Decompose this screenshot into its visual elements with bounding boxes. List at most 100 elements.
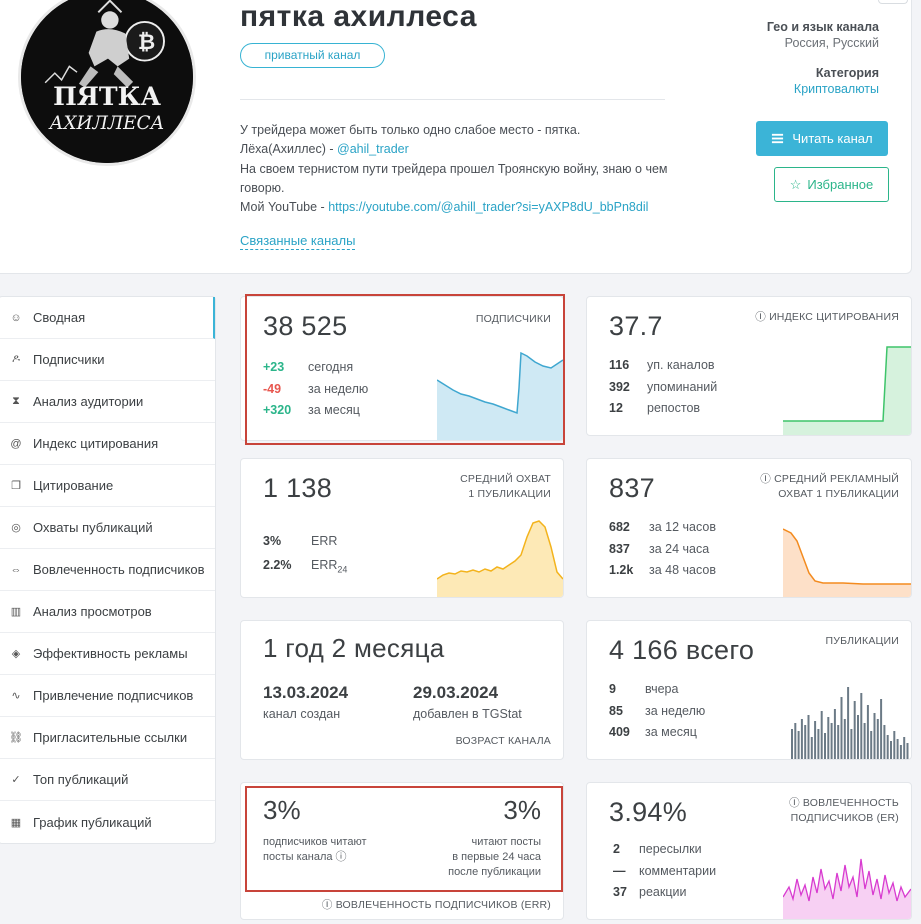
sidebar-item[interactable]: ☺ Сводная [0,297,215,339]
err24-row: 2.2% ERR24 [263,553,347,582]
publication-bar [857,715,859,759]
sidebar-item-label: Анализ аудитории [33,394,144,409]
er-stats: 2 пересылки — комментарии 37 реакции [613,839,716,904]
header-divider [240,99,665,100]
description-author-prefix: Лёха(Ахиллес) - [240,142,338,157]
citation-index-card[interactable]: 37.7 ⓘ ИНДЕКС ЦИТИРОВАНИЯ 116 уп. каналов… [586,296,912,436]
stat-label: реакции [639,885,687,899]
reach-sparkline [437,520,563,597]
added-date: 29.03.2024 [413,683,499,702]
sidebar-item[interactable]: ⇔ Вовлеченность подписчиков [0,549,215,591]
youtube-prefix: Мой YouTube - [240,200,329,215]
stat-value: 116 [609,358,630,372]
publication-bar [804,725,807,759]
related-channels-link[interactable]: Связанные каналы [240,233,356,250]
publication-bar [850,729,853,759]
stat-value: 392 [609,379,630,394]
ad-reach-sparkline [783,528,911,597]
channel-age-value: 1 год 2 месяца [263,633,445,663]
publication-bar [797,731,800,759]
subscribers-stats: +23 сегодня -49 за неделю +320 за месяц [263,357,368,422]
sidebar-item-label: Топ публикаций [33,772,129,787]
sidebar-item[interactable]: ⧗ Анализ аудитории [0,381,215,423]
hourglass-icon: ⧗ [12,395,20,407]
caption-line: СРЕДНИЙ ОХВАТ [460,473,551,485]
stat-row: 409 за месяц [609,722,705,744]
author-link[interactable]: @ahil_trader [337,142,409,157]
stat-label: вчера [645,682,679,696]
category-link[interactable]: Криптовалюты [793,82,879,96]
info-icon: ⓘ [321,899,333,911]
category-block: Категория Криптовалюты [794,66,879,96]
subscribers-card[interactable]: 38 525 ПОДПИСЧИКИ +23 сегодня -49 за недел… [240,296,564,441]
publication-bar [899,745,902,759]
sidebar-item[interactable]: ✓ Топ публикаций [0,759,215,801]
caption-line: СРЕДНИЙ РЕКЛАМНЫЙ [774,473,899,485]
read-channel-button[interactable]: Читать канал [756,121,888,156]
sidebar-item[interactable]: ▦ График публикаций [0,801,215,843]
ad-reach-card[interactable]: 837 ⓘ СРЕДНИЙ РЕКЛАМНЫЙ ОХВАТ 1 ПУБЛИКАЦИ… [586,458,912,598]
publication-bar [794,723,797,759]
sidebar-item[interactable]: ◈ Эффективность рекламы [0,633,215,675]
favorite-button[interactable]: ☆ Избранное [774,167,889,202]
err-right-line: в первые 24 часа [452,851,541,863]
sidebar-item-label: Анализ просмотров [33,604,152,619]
sidebar-item-label: Охваты публикаций [33,520,153,535]
average-reach-card[interactable]: 1 138 СРЕДНИЙ ОХВАТ 1 ПУБЛИКАЦИИ 3% ERR 2.… [240,458,564,598]
publications-suffix: всего [685,635,755,665]
ad-reach-caption: ⓘ СРЕДНИЙ РЕКЛАМНЫЙ ОХВАТ 1 ПУБЛИКАЦИИ [760,472,899,502]
youtube-link[interactable]: https://youtube.com/@ahill_trader?si=yAX… [328,200,649,215]
stat-row: 116 уп. каналов [609,355,717,377]
geo-language-block: Гео и язык канала Россия, Русский [767,20,879,50]
calendar-icon: ▦ [10,816,22,829]
stat-value: 85 [609,703,623,718]
caption-line: ПОДПИСЧИКОВ (ER) [790,812,899,824]
info-icon: ⓘ [335,851,347,863]
sidebar-item[interactable]: ◎ Охваты публикаций [0,507,215,549]
subscribers-sparkline [437,351,563,440]
er-card[interactable]: 3.94% ⓘ ВОВЛЕЧЕННОСТЬ ПОДПИСЧИКОВ (ER) 2 п… [586,782,912,920]
err24-label: ERR [311,558,338,572]
megaphone-icon: ◈ [11,648,21,660]
created-block: 13.03.2024 канал создан [263,683,348,721]
link-icon: ⛓ [9,732,23,744]
sidebar-item[interactable]: @ Индекс цитирования [0,423,215,465]
err-right-text: читают посты в первые 24 часа после публ… [448,835,541,880]
added-block: 29.03.2024 добавлен в TGStat [413,683,522,721]
private-channel-badge[interactable]: приватный канал [240,43,385,68]
stat-label: за месяц [645,725,697,739]
err-right-value: 3% [503,795,541,825]
publication-bar [906,743,909,759]
star-icon: ☆ [789,176,802,192]
sidebar-item[interactable]: ∿ Привлечение подписчиков [0,675,215,717]
stat-value: 9 [609,682,616,696]
publication-bar [880,699,883,759]
sidebar-item[interactable]: ዶ Подписчики [0,339,215,381]
stat-value: — [613,863,626,878]
publication-bar [886,735,889,759]
avatar-text-line2: АХИЛЛЕСА [48,113,165,134]
publications-caption: ПУБЛИКАЦИИ [825,635,899,647]
channel-header: ₿ ПЯТКА АХИЛЛЕСА пятка ахиллеса приватны… [0,0,912,274]
publications-card[interactable]: 4 166 всего ПУБЛИКАЦИИ 9 вчера 85 за недел… [586,620,912,760]
stat-value: 1.2k [609,563,634,577]
avatar-logo-image: ₿ ПЯТКА АХИЛЛЕСА [21,0,193,163]
err-value: 3% [263,534,282,548]
sidebar-item[interactable]: ❐ Цитирование [0,465,215,507]
geo-value: Россия, Русский [784,36,879,50]
publication-bar [830,723,833,759]
err-stats: 3% ERR 2.2% ERR24 [263,529,347,582]
sidebar-item[interactable]: ▥ Анализ просмотров [0,591,215,633]
sidebar-item[interactable]: ⛓ Пригласительные ссылки [0,717,215,759]
read-channel-label: Читать канал [792,131,873,146]
er-sparkline [783,858,911,919]
err-caption: ⓘ ВОВЛЕЧЕННОСТЬ ПОДПИСЧИКОВ (ERR) [322,898,551,913]
stat-value: 837 [609,541,630,556]
channel-avatar: ₿ ПЯТКА АХИЛЛЕСА [18,0,196,166]
channel-age-card[interactable]: 1 год 2 месяца 13.03.2024 канал создан 2… [240,620,564,760]
publication-bar [810,737,813,759]
stat-label: за месяц [308,403,360,417]
at-icon: @ [10,437,22,450]
category-label: Категория [815,66,879,80]
err-card[interactable]: 3% подписчиков читают посты канала ⓘ 3% … [240,782,564,920]
